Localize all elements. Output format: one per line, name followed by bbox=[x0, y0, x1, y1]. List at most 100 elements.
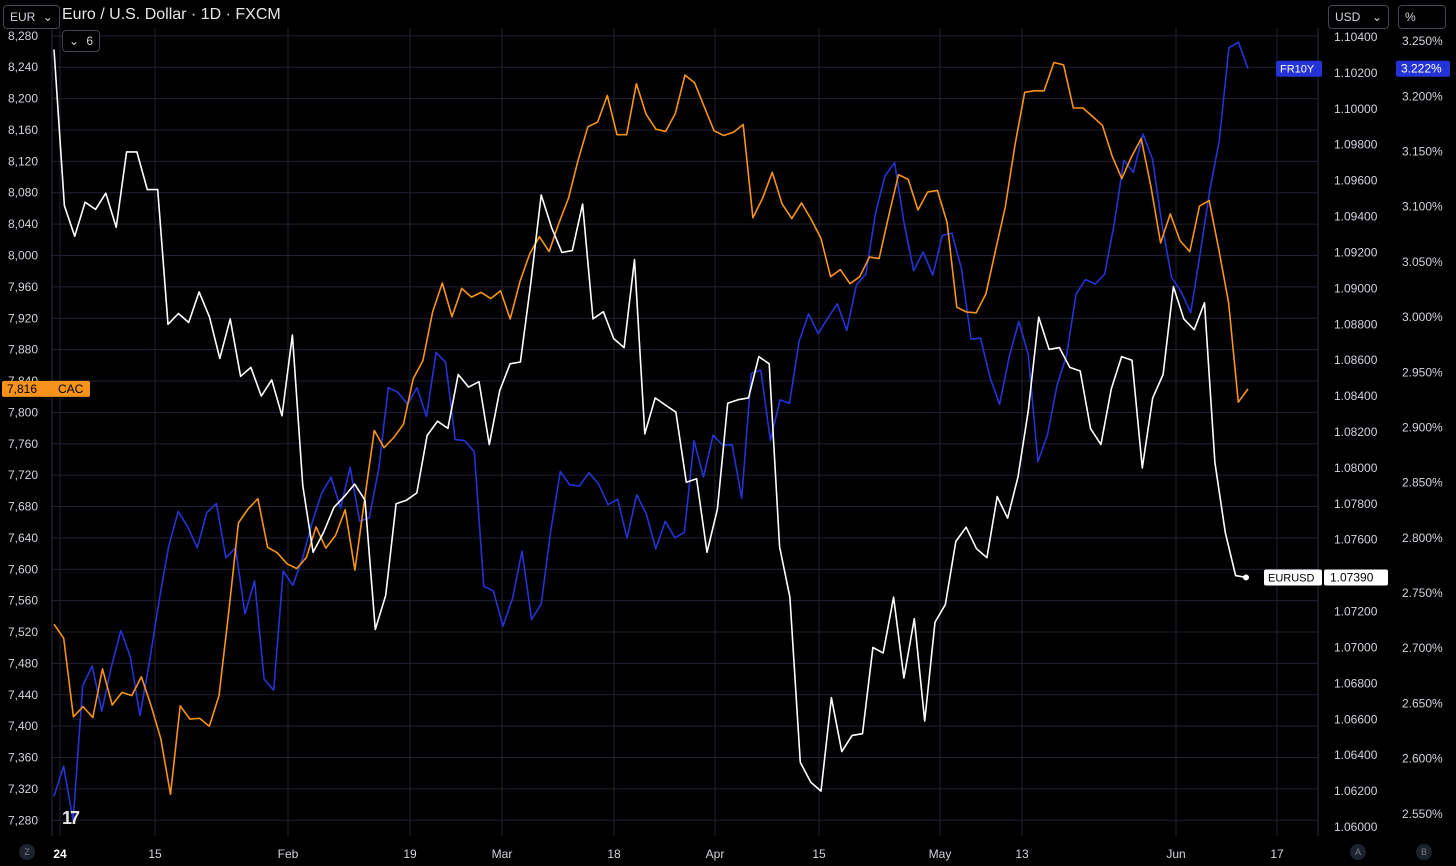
right-tick-label: 3.150% bbox=[1402, 145, 1443, 159]
indicators-toggle-button[interactable]: ⌄ 6 bbox=[62, 30, 101, 52]
chevron-down-icon: ⌄ bbox=[42, 10, 53, 24]
x-tick-label: 24 bbox=[53, 847, 67, 861]
chevron-down-icon: ⌄ bbox=[69, 34, 80, 48]
grid bbox=[51, 28, 1319, 836]
auto-scale-icon[interactable]: A bbox=[1350, 844, 1366, 860]
mid-tick-label: 1.07000 bbox=[1334, 640, 1378, 654]
left-tick-label: 7,880 bbox=[8, 343, 38, 357]
fr10y-value-tag bbox=[1396, 60, 1450, 77]
series-layer bbox=[53, 41, 1249, 822]
x-tick-label: Jun bbox=[1166, 847, 1185, 861]
x-tick-label: 15 bbox=[812, 847, 826, 861]
mid-axis: 1.10400 1.10200 1.10000 1.09800 1.09600 1.094… bbox=[1334, 30, 1378, 834]
x-tick-label: 15 bbox=[148, 847, 162, 861]
mid-tick-label: 1.09600 bbox=[1334, 174, 1378, 188]
left-tick-label: 7,520 bbox=[8, 625, 38, 639]
cac-value-text: 7,816 bbox=[7, 382, 37, 396]
right-tick-label: 3.100% bbox=[1402, 200, 1443, 214]
left-tick-label: 7,680 bbox=[8, 500, 38, 514]
left-tick-label: 7,920 bbox=[8, 311, 38, 325]
right-tick-label: 3.050% bbox=[1402, 255, 1443, 269]
x-tick-label: Feb bbox=[278, 847, 299, 861]
mid-tick-label: 1.09400 bbox=[1334, 210, 1378, 224]
currency-select-right[interactable]: USD ⌄ bbox=[1328, 5, 1389, 29]
right-tick-label: 3.250% bbox=[1402, 34, 1443, 48]
cac-name-text: CAC bbox=[58, 382, 84, 396]
left-tick-label: 7,800 bbox=[8, 405, 38, 419]
mid-tick-label: 1.07800 bbox=[1334, 497, 1378, 511]
fr10y-name-text: FR10Y bbox=[1280, 64, 1315, 76]
left-tick-label: 7,720 bbox=[8, 468, 38, 482]
mid-tick-label: 1.06800 bbox=[1334, 676, 1378, 690]
mid-tick-label: 1.10000 bbox=[1334, 102, 1378, 116]
mid-tick-label: 1.06200 bbox=[1334, 784, 1378, 798]
mid-tick-label: 1.08000 bbox=[1334, 461, 1378, 475]
eurusd-name-text: EURUSD bbox=[1268, 572, 1315, 584]
left-tick-label: 7,400 bbox=[8, 719, 38, 733]
chart-title: Euro / U.S. Dollar · 1D · FXCM bbox=[62, 6, 281, 23]
mid-tick-label: 1.08200 bbox=[1334, 425, 1378, 439]
left-tick-label: 8,240 bbox=[8, 60, 38, 74]
x-tick-label: 19 bbox=[403, 847, 417, 861]
left-tick-label: 8,160 bbox=[8, 123, 38, 137]
right-tick-label: 3.000% bbox=[1402, 310, 1443, 324]
x-tick-label: 13 bbox=[1015, 847, 1029, 861]
fr10y-name-tag bbox=[1276, 60, 1322, 77]
x-tick-label: Apr bbox=[706, 847, 725, 861]
right-tick-label: 3.200% bbox=[1402, 89, 1443, 103]
percent-scale-label: % bbox=[1405, 10, 1416, 24]
percent-scale-button[interactable]: % bbox=[1398, 5, 1446, 29]
x-tick-label: 17 bbox=[1270, 847, 1284, 861]
mid-tick-label: 1.08600 bbox=[1334, 353, 1378, 367]
left-tick-label: 7,560 bbox=[8, 594, 38, 608]
mid-tick-label: 1.10400 bbox=[1334, 30, 1378, 44]
right-axis: 3.250% 3.200% 3.150% 3.100% 3.050% 3.000% 2.95… bbox=[1402, 34, 1443, 821]
log-scale-icon[interactable]: B bbox=[1416, 844, 1432, 860]
left-tick-label: 7,960 bbox=[8, 280, 38, 294]
mid-tick-label: 1.07200 bbox=[1334, 605, 1378, 619]
indicator-count: 6 bbox=[86, 34, 94, 48]
mid-tick-label: 1.07600 bbox=[1334, 533, 1378, 547]
tradingview-logo: 17 bbox=[62, 808, 80, 828]
timezone-icon[interactable]: Z bbox=[19, 844, 35, 860]
mid-tick-label: 1.06000 bbox=[1334, 820, 1378, 834]
eurusd-value-tag bbox=[1324, 569, 1388, 586]
left-axis: 8,280 8,240 8,200 8,160 8,120 8,080 8,040 8,000… bbox=[8, 29, 38, 827]
eurusd-last-point bbox=[1243, 574, 1249, 581]
right-tick-label: 2.600% bbox=[1402, 752, 1443, 766]
mid-tick-label: 1.09000 bbox=[1334, 281, 1378, 295]
mid-tick-label: 1.08800 bbox=[1334, 317, 1378, 331]
right-tick-label: 2.900% bbox=[1402, 420, 1443, 434]
mid-tick-label: 1.06400 bbox=[1334, 748, 1378, 762]
eurusd-name-tag bbox=[1264, 569, 1322, 586]
x-tick-label: 18 bbox=[607, 847, 621, 861]
x-axis: 24 15 Feb 19 Mar 18 Apr 15 May 13 Jun 17 bbox=[53, 847, 1284, 861]
left-tick-label: 7,600 bbox=[8, 562, 38, 576]
right-tick-label: 2.800% bbox=[1402, 531, 1443, 545]
right-tick-label: 2.650% bbox=[1402, 696, 1443, 710]
fr10y-value-text: 3.222% bbox=[1401, 62, 1442, 76]
left-tick-label: 8,200 bbox=[8, 92, 38, 106]
right-tick-label: 2.700% bbox=[1402, 641, 1443, 655]
left-tick-label: 7,360 bbox=[8, 751, 38, 765]
currency-select-left[interactable]: EUR ⌄ bbox=[3, 5, 60, 29]
left-tick-label: 8,040 bbox=[8, 217, 38, 231]
right-tick-label: 2.950% bbox=[1402, 365, 1443, 379]
series-line-fr10y bbox=[53, 41, 1249, 822]
currency-select-right-label: USD bbox=[1335, 10, 1361, 24]
currency-select-left-label: EUR bbox=[10, 10, 36, 24]
left-tick-label: 7,320 bbox=[8, 782, 38, 796]
x-tick-label: May bbox=[929, 847, 952, 861]
left-tick-label: 8,120 bbox=[8, 154, 38, 168]
mid-tick-label: 1.06600 bbox=[1334, 712, 1378, 726]
left-tick-label: 7,440 bbox=[8, 688, 38, 702]
left-tick-label: 8,080 bbox=[8, 186, 38, 200]
series-line-cac bbox=[53, 61, 1249, 796]
right-tick-label: 2.850% bbox=[1402, 476, 1443, 490]
mid-tick-label: 1.08400 bbox=[1334, 389, 1378, 403]
series-line-eurusd bbox=[53, 49, 1247, 792]
right-tick-label: 2.550% bbox=[1402, 807, 1443, 821]
left-tick-label: 7,280 bbox=[8, 813, 38, 827]
right-tick-label: 2.750% bbox=[1402, 586, 1443, 600]
